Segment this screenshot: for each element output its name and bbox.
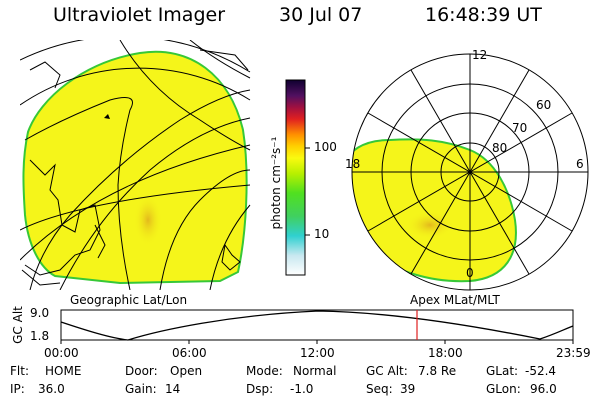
image-time: 16:48:39 UT [425, 4, 542, 26]
mlt-label-0: 0 [466, 266, 474, 280]
door-label: Door: [125, 364, 158, 378]
gain-value: 14 [165, 382, 181, 396]
altitude-curve [60, 310, 574, 341]
colorbar-tick-10: 10 [314, 227, 330, 241]
app-title: Ultraviolet Imager [53, 4, 226, 26]
dsp-label: Dsp: [246, 382, 274, 396]
glon-value: 96.0 [530, 382, 557, 396]
door-value: Open [170, 364, 203, 378]
lat-label-80: 80 [492, 141, 508, 155]
geo-emission-spot [134, 194, 162, 246]
mlt-label-12: 12 [472, 48, 488, 62]
mode-value: Normal [293, 364, 337, 378]
seq-label: Seq: [366, 382, 393, 396]
dsp-value: -1.0 [290, 382, 314, 396]
lat-label-60: 60 [536, 98, 552, 112]
ip-label: IP: [10, 382, 25, 396]
seq-value: 39 [400, 382, 416, 396]
altitude-xtick-4: 23:59 [556, 346, 591, 360]
altitude-xtick-2: 12:00 [300, 346, 335, 360]
mlt-label-18: 18 [345, 157, 361, 171]
ip-value: 36.0 [38, 382, 65, 396]
right-panel-caption: Apex MLat/MLT [410, 293, 500, 307]
gcalt-label: GC Alt: [366, 364, 408, 378]
left-panel-caption: Geographic Lat/Lon [70, 293, 188, 307]
altitude-xtick-1: 06:00 [172, 346, 207, 360]
flt-value: HOME [45, 364, 82, 378]
altitude-ytick-high: 9.0 [30, 306, 50, 320]
mode-label: Mode: [246, 364, 283, 378]
flt-label: Flt: [10, 364, 29, 378]
altitude-xtick-3: 18:00 [428, 346, 463, 360]
geo-emission-region [22, 50, 248, 285]
glon-label: GLon: [486, 382, 521, 396]
colorbar-tick-100: 100 [314, 140, 337, 154]
mlt-label-6: 6 [576, 157, 584, 171]
glat-value: -52.4 [525, 364, 557, 378]
polar-emission-spot [406, 211, 454, 239]
lat-label-70: 70 [512, 121, 528, 135]
altitude-ylabel: GC Alt [11, 306, 25, 344]
image-date: 30 Jul 07 [279, 4, 363, 26]
gcalt-value: 7.8 Re [418, 364, 457, 378]
altitude-ytick-low: 1.8 [30, 329, 50, 343]
altitude-xtick-0: 00:00 [44, 346, 79, 360]
gain-label: Gain: [125, 382, 157, 396]
glat-label: GLat: [486, 364, 519, 378]
